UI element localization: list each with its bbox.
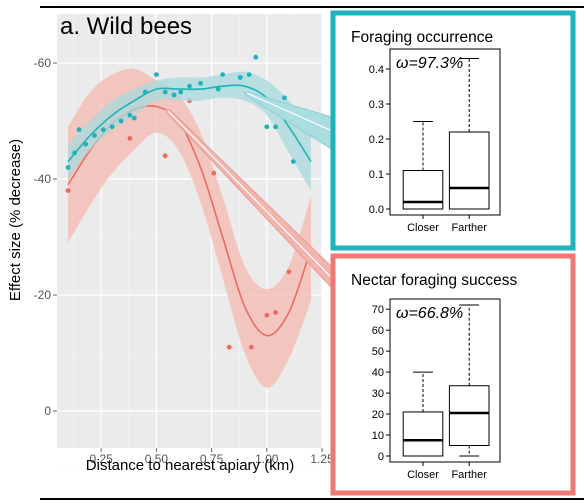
red-data-point: [273, 310, 279, 315]
teal-data-point: [290, 159, 296, 165]
red-data-point: [127, 136, 133, 141]
y-tick-label: -40: [34, 172, 52, 186]
inset-y-tick-label: 20: [372, 409, 384, 421]
red-data-point: [162, 153, 168, 159]
inset-y-tick-label: 0: [378, 451, 384, 463]
teal-arrow-line: [246, 92, 331, 131]
red-confidence-band: [68, 68, 311, 388]
teal-data-point: [65, 165, 71, 170]
teal-data-point: [264, 124, 270, 130]
teal-data-point: [76, 127, 82, 133]
teal-data-point: [215, 86, 221, 92]
inset-plot-area: [389, 298, 501, 463]
teal-data-point: [142, 89, 148, 95]
teal-data-point: [162, 89, 168, 95]
box-iqr: [402, 411, 444, 457]
y-axis-label: Effect size (% decrease): [7, 139, 24, 301]
inset-y-tick-label: 0.1: [369, 169, 384, 181]
teal-data-point: [282, 95, 287, 101]
teal-data-point: [171, 92, 177, 98]
inset-title: Foraging occurrence: [351, 29, 493, 46]
x-tick-label: 1.00: [255, 452, 279, 466]
inset-frame: [330, 253, 576, 496]
box-iqr: [448, 131, 490, 210]
x-tick-label: 0.75: [200, 452, 224, 466]
teal-data-point: [153, 72, 159, 77]
box-iqr: [448, 385, 490, 447]
teal-data-point: [220, 72, 226, 77]
teal-data-point: [273, 124, 279, 130]
teal-data-point: [127, 112, 133, 118]
inset-foraging-occurrence: Foraging occurrence 0.0 0.1 0.2 0.3 0.4 Closer…: [330, 10, 576, 251]
omega-annotation: ω=97.3%: [396, 55, 463, 72]
teal-data-point: [253, 54, 259, 60]
teal-confidence-band: [68, 71, 311, 191]
inset-x-tick-label: Farther: [451, 222, 487, 234]
red-arrow-line: [167, 110, 333, 279]
inset-y-tick-label: 60: [372, 325, 384, 337]
inset-y-tick-label: 10: [372, 430, 384, 442]
axis-ticks: 0.25 0.50 0.75 1.00 1.25 -60 -40 -20 0: [34, 56, 334, 466]
x-tick-label: 0.50: [145, 452, 169, 466]
inset-x-tick-label: Closer: [407, 222, 439, 234]
teal-data-point: [109, 124, 115, 130]
inset-y-tick-label: 0.3: [369, 99, 384, 111]
red-data-point: [264, 312, 270, 318]
y-tick-label: -20: [34, 288, 52, 302]
inset-nectar-foraging-success: Nectar foraging success 0 10 20 30 40 50 60 70 Cl…: [330, 253, 576, 496]
x-axis-label: Distance to nearest apiary (km): [86, 457, 294, 474]
inset-y-tick-label: 50: [372, 346, 384, 358]
x-tick-label: 1.25: [310, 452, 334, 466]
teal-data-point: [187, 83, 192, 89]
teal-data-point: [198, 80, 203, 86]
red-data-point: [65, 188, 71, 194]
inset-y-tick-label: 30: [372, 388, 384, 400]
inset-y-tick-label: 0.2: [369, 134, 384, 146]
teal-data-point: [178, 89, 184, 95]
inset-y-tick-label: 0.0: [369, 204, 384, 216]
inset-y-tick-label: 40: [372, 367, 384, 379]
inset-title: Nectar foraging success: [351, 272, 518, 289]
inset-x-tick-label: Closer: [407, 469, 439, 481]
teal-data-point: [100, 127, 106, 133]
inset-y-tick-label: 0.4: [369, 64, 384, 76]
x-tick-label: 0.25: [89, 452, 113, 466]
teal-data-point: [72, 150, 78, 156]
red-data-point: [211, 170, 217, 176]
chart-title: a. Wild bees: [60, 13, 192, 40]
teal-data-point: [83, 141, 89, 147]
teal-data-point: [92, 133, 97, 138]
y-tick-label: 0: [44, 404, 51, 418]
omega-annotation: ω=66.8%: [396, 305, 463, 322]
main-plot: 0.25 0.50 0.75 1.00 1.25 -60 -40 -20 0 a. Wild b…: [7, 4, 334, 474]
y-tick-label: -60: [34, 56, 52, 70]
inset-y-tick-label: 70: [372, 304, 384, 316]
red-data-point: [226, 344, 232, 350]
teal-data-point: [131, 115, 137, 121]
inset-plot-area: [389, 48, 501, 216]
teal-data-point: [246, 72, 252, 77]
red-data-point: [286, 269, 292, 275]
red-data-point: [248, 344, 254, 350]
inset-x-tick-label: Farther: [451, 469, 487, 481]
teal-data-point: [237, 75, 243, 80]
teal-data-point: [118, 118, 124, 124]
